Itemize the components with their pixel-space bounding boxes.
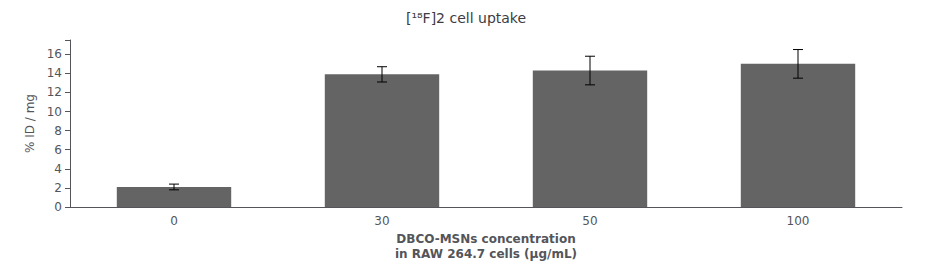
svg-text:4: 4	[54, 162, 62, 176]
svg-text:[¹⁸F]2 cell uptake: [¹⁸F]2 cell uptake	[406, 10, 526, 26]
svg-text:100: 100	[787, 214, 810, 228]
svg-text:0: 0	[54, 200, 62, 214]
svg-text:50: 50	[582, 214, 597, 228]
svg-text:16: 16	[47, 47, 62, 61]
svg-text:in RAW 264.7 cells (μg/mL): in RAW 264.7 cells (μg/mL)	[395, 247, 577, 261]
svg-text:% ID / mg: % ID / mg	[23, 94, 37, 153]
svg-text:14: 14	[47, 66, 62, 80]
svg-text:DBCO-MSNs concentration: DBCO-MSNs concentration	[396, 232, 575, 246]
svg-text:8: 8	[54, 124, 62, 138]
svg-text:2: 2	[54, 181, 62, 195]
svg-text:12: 12	[47, 85, 62, 99]
svg-text:10: 10	[47, 105, 62, 119]
svg-text:0: 0	[170, 214, 178, 228]
svg-text:30: 30	[374, 214, 389, 228]
svg-text:6: 6	[54, 143, 62, 157]
